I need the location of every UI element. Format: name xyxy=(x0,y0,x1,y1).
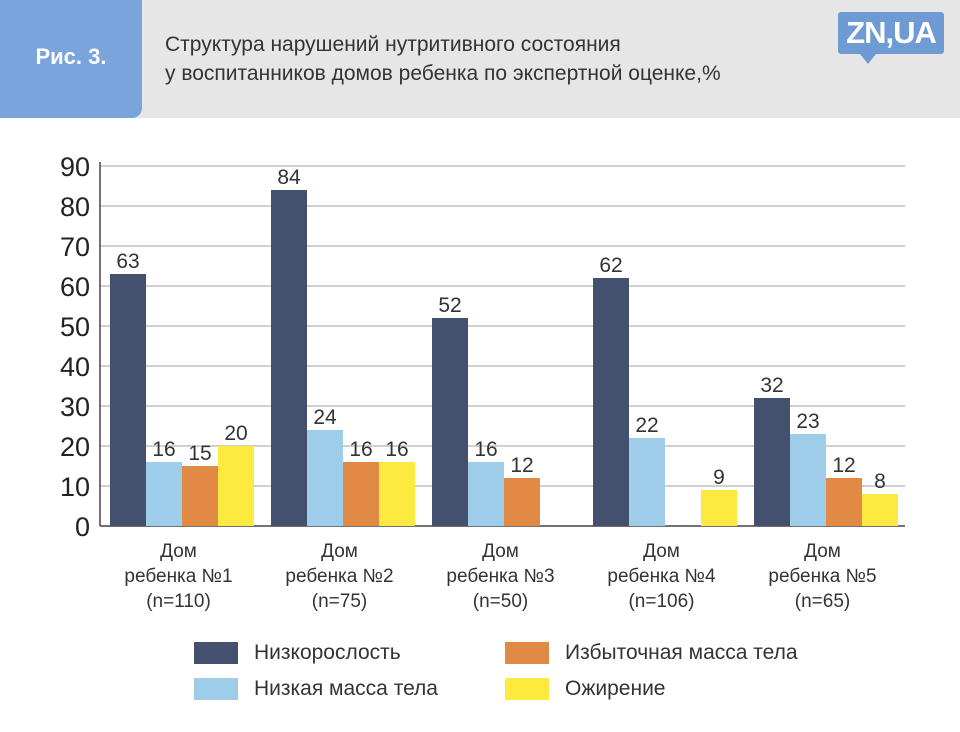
bar xyxy=(754,398,790,526)
x-category-label: Дом xyxy=(321,541,358,562)
y-tick-label: 50 xyxy=(60,312,90,342)
bar xyxy=(271,190,307,526)
x-category-label: (n=110) xyxy=(146,591,211,612)
bar xyxy=(432,318,468,526)
data-label: 84 xyxy=(277,166,301,189)
data-label: 16 xyxy=(385,438,408,461)
data-label: 16 xyxy=(474,438,497,461)
chart-title-line1: Структура нарушений нутритивного состоян… xyxy=(165,33,621,56)
x-category-label: ребенка №4 xyxy=(607,566,716,587)
legend-label: Низкая масса тела xyxy=(254,677,438,700)
data-label: 24 xyxy=(313,406,337,429)
zn-ua-logo: ZN,UA xyxy=(838,12,944,54)
y-tick-label: 30 xyxy=(60,392,90,422)
x-category-label: (n=75) xyxy=(312,591,367,612)
x-category-label: ребенка №3 xyxy=(446,566,554,587)
y-tick-label: 80 xyxy=(60,192,90,222)
bar xyxy=(110,274,146,526)
data-label: 23 xyxy=(796,410,819,433)
data-label: 63 xyxy=(116,250,139,273)
data-label: 12 xyxy=(510,454,533,477)
x-category-label: (n=50) xyxy=(473,591,528,612)
figure-label: Рис. 3. xyxy=(35,44,107,69)
y-tick-label: 10 xyxy=(60,472,90,502)
header-bar xyxy=(0,0,960,118)
data-label: 9 xyxy=(713,466,725,489)
data-label: 52 xyxy=(438,294,461,317)
bar xyxy=(629,438,665,526)
logo-speech-tail xyxy=(860,54,876,64)
legend-label: Ожирение xyxy=(565,677,666,700)
legend-label: Низкорослость xyxy=(254,641,401,664)
bar xyxy=(468,462,504,526)
y-tick-label: 70 xyxy=(60,232,90,262)
x-category-label: Дом xyxy=(804,541,841,562)
bar xyxy=(182,466,218,526)
figure-tab: Рис. 3. xyxy=(0,0,142,118)
y-tick-label: 0 xyxy=(75,512,90,542)
legend-swatch xyxy=(194,678,238,700)
data-label: 16 xyxy=(349,438,372,461)
data-label: 32 xyxy=(760,374,783,397)
x-category-label: ребенка №2 xyxy=(285,566,393,587)
y-tick-label: 40 xyxy=(60,352,90,382)
legend-swatch xyxy=(505,642,549,664)
legend-label: Избыточная масса тела xyxy=(565,641,798,664)
y-tick-label: 20 xyxy=(60,432,90,462)
chart-title-line2: у воспитанников домов ребенка по эксперт… xyxy=(165,62,721,85)
data-label: 8 xyxy=(874,470,886,493)
legend-swatch xyxy=(505,678,549,700)
data-label: 62 xyxy=(599,254,622,277)
data-label: 12 xyxy=(832,454,855,477)
x-category-label: Дом xyxy=(643,541,680,562)
y-tick-label: 60 xyxy=(60,272,90,302)
bar xyxy=(701,490,737,526)
x-category-label: Дом xyxy=(482,541,519,562)
bar xyxy=(343,462,379,526)
logo-text: ZN,UA xyxy=(846,15,937,50)
x-category-label: ребенка №5 xyxy=(768,566,876,587)
data-label: 15 xyxy=(188,442,211,465)
bar xyxy=(593,278,629,526)
bar xyxy=(218,446,254,526)
y-tick-label: 90 xyxy=(60,152,90,182)
x-category-label: (n=65) xyxy=(795,591,850,612)
data-label: 20 xyxy=(224,422,247,445)
bar xyxy=(307,430,343,526)
data-label: 22 xyxy=(635,414,658,437)
legend-swatch xyxy=(194,642,238,664)
bar xyxy=(504,478,540,526)
bar xyxy=(379,462,415,526)
bar xyxy=(862,494,898,526)
bar xyxy=(146,462,182,526)
x-category-label: (n=106) xyxy=(628,591,694,612)
x-category-label: Дом xyxy=(160,541,197,562)
x-category-label: ребенка №1 xyxy=(124,566,232,587)
data-label: 16 xyxy=(152,438,175,461)
bar xyxy=(826,478,862,526)
bar xyxy=(790,434,826,526)
